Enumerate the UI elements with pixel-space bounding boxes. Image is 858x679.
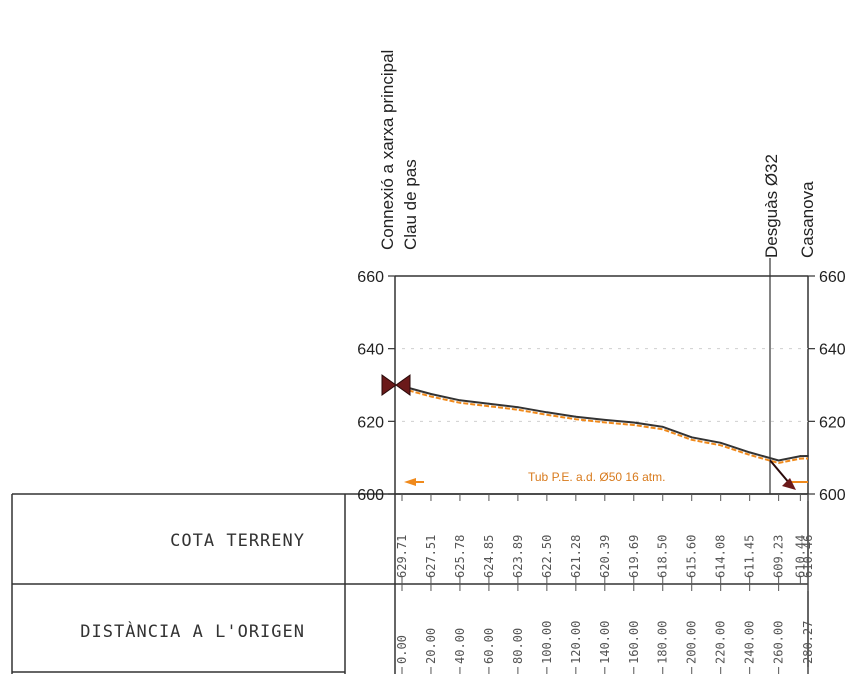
terrain-point <box>603 419 606 421</box>
cota-cell: 619.69 <box>627 535 641 578</box>
distancia-cell: 60.00 <box>482 628 496 664</box>
cota-cell: 611.45 <box>743 535 757 578</box>
cota-cell: 610.44 <box>793 535 807 578</box>
terrain-point <box>719 441 722 444</box>
pipe-label: Tub P.E. a.d. Ø50 16 atm. <box>528 470 665 484</box>
pipe-start-arrow-icon <box>404 478 416 486</box>
row-label-cota-terreny: COTA TERRENY <box>170 531 305 551</box>
terrain-point <box>661 425 664 428</box>
label-desguas: Desguàs Ø32 <box>762 154 781 258</box>
valve-icon <box>381 374 411 397</box>
distancia-cell: 240.00 <box>743 621 757 664</box>
cota-cell: 618.50 <box>656 535 670 578</box>
cota-cell: 627.51 <box>424 535 438 578</box>
distancia-cell: 220.00 <box>714 621 728 664</box>
terrain-point <box>516 406 519 409</box>
y-tick-label-left: 620 <box>357 414 384 431</box>
terrain-point <box>690 436 693 439</box>
row-label-distancia: DISTÀNCIA A L'ORIGEN <box>80 620 305 642</box>
cota-cell: 624.85 <box>482 535 496 578</box>
distancia-cell: 160.00 <box>627 621 641 664</box>
terrain-point <box>459 399 461 402</box>
terrain-point <box>632 421 635 424</box>
cota-cell: 614.08 <box>714 535 728 578</box>
terrain-point <box>777 459 780 462</box>
distancia-cell: 120.00 <box>569 621 583 664</box>
distancia-cell: 80.00 <box>511 628 525 664</box>
y-tick-label-right: 600 <box>819 487 846 504</box>
y-tick-label-left: 660 <box>357 269 384 286</box>
distancia-cell: 0.00 <box>395 635 409 664</box>
cota-cell: 622.50 <box>540 535 554 578</box>
distancia-cell: 40.00 <box>453 628 467 664</box>
terrain-point <box>574 415 577 418</box>
terrain-point <box>488 402 490 405</box>
terrain-point <box>807 455 809 457</box>
distancia-cell: 180.00 <box>656 621 670 664</box>
drain-arrow-icon <box>782 478 796 490</box>
terrain-point <box>799 455 802 457</box>
y-tick-label-right: 640 <box>819 342 846 359</box>
cota-cell: 620.39 <box>598 535 612 578</box>
terrain-point <box>748 451 751 454</box>
label-clau-de-pas: Clau de pas <box>401 159 420 250</box>
pipe-profile-line <box>401 387 809 465</box>
drain-arrow-line <box>769 459 791 485</box>
distancia-cell: 140.00 <box>598 621 612 664</box>
y-tick-label-right: 660 <box>819 269 846 286</box>
cota-cell: 609.23 <box>772 535 786 578</box>
cota-cell: 621.28 <box>569 535 583 578</box>
cota-cell: 629.71 <box>395 535 409 578</box>
label-casanova: Casanova <box>798 181 817 258</box>
distancia-cell: 260.00 <box>772 621 786 664</box>
y-tick-label-left: 640 <box>357 342 384 359</box>
y-tick-label-right: 620 <box>819 414 846 431</box>
cota-cell: 625.78 <box>453 535 467 578</box>
cota-cell: 610.46 <box>801 535 815 578</box>
distancia-cell: 200.00 <box>685 621 699 664</box>
cota-cell: 615.60 <box>685 535 699 578</box>
distancia-cell: 20.00 <box>424 628 438 664</box>
terrain-point <box>545 411 548 414</box>
distancia-cell: 100.00 <box>540 621 554 664</box>
distancia-cell: 280.27 <box>801 621 815 664</box>
y-tick-label-left: 600 <box>357 487 384 504</box>
terrain-point <box>430 393 432 395</box>
terrain-profile-line <box>401 385 809 462</box>
label-connexio: Connexió a xarxa principal <box>378 50 397 250</box>
cota-cell: 623.89 <box>511 535 525 578</box>
